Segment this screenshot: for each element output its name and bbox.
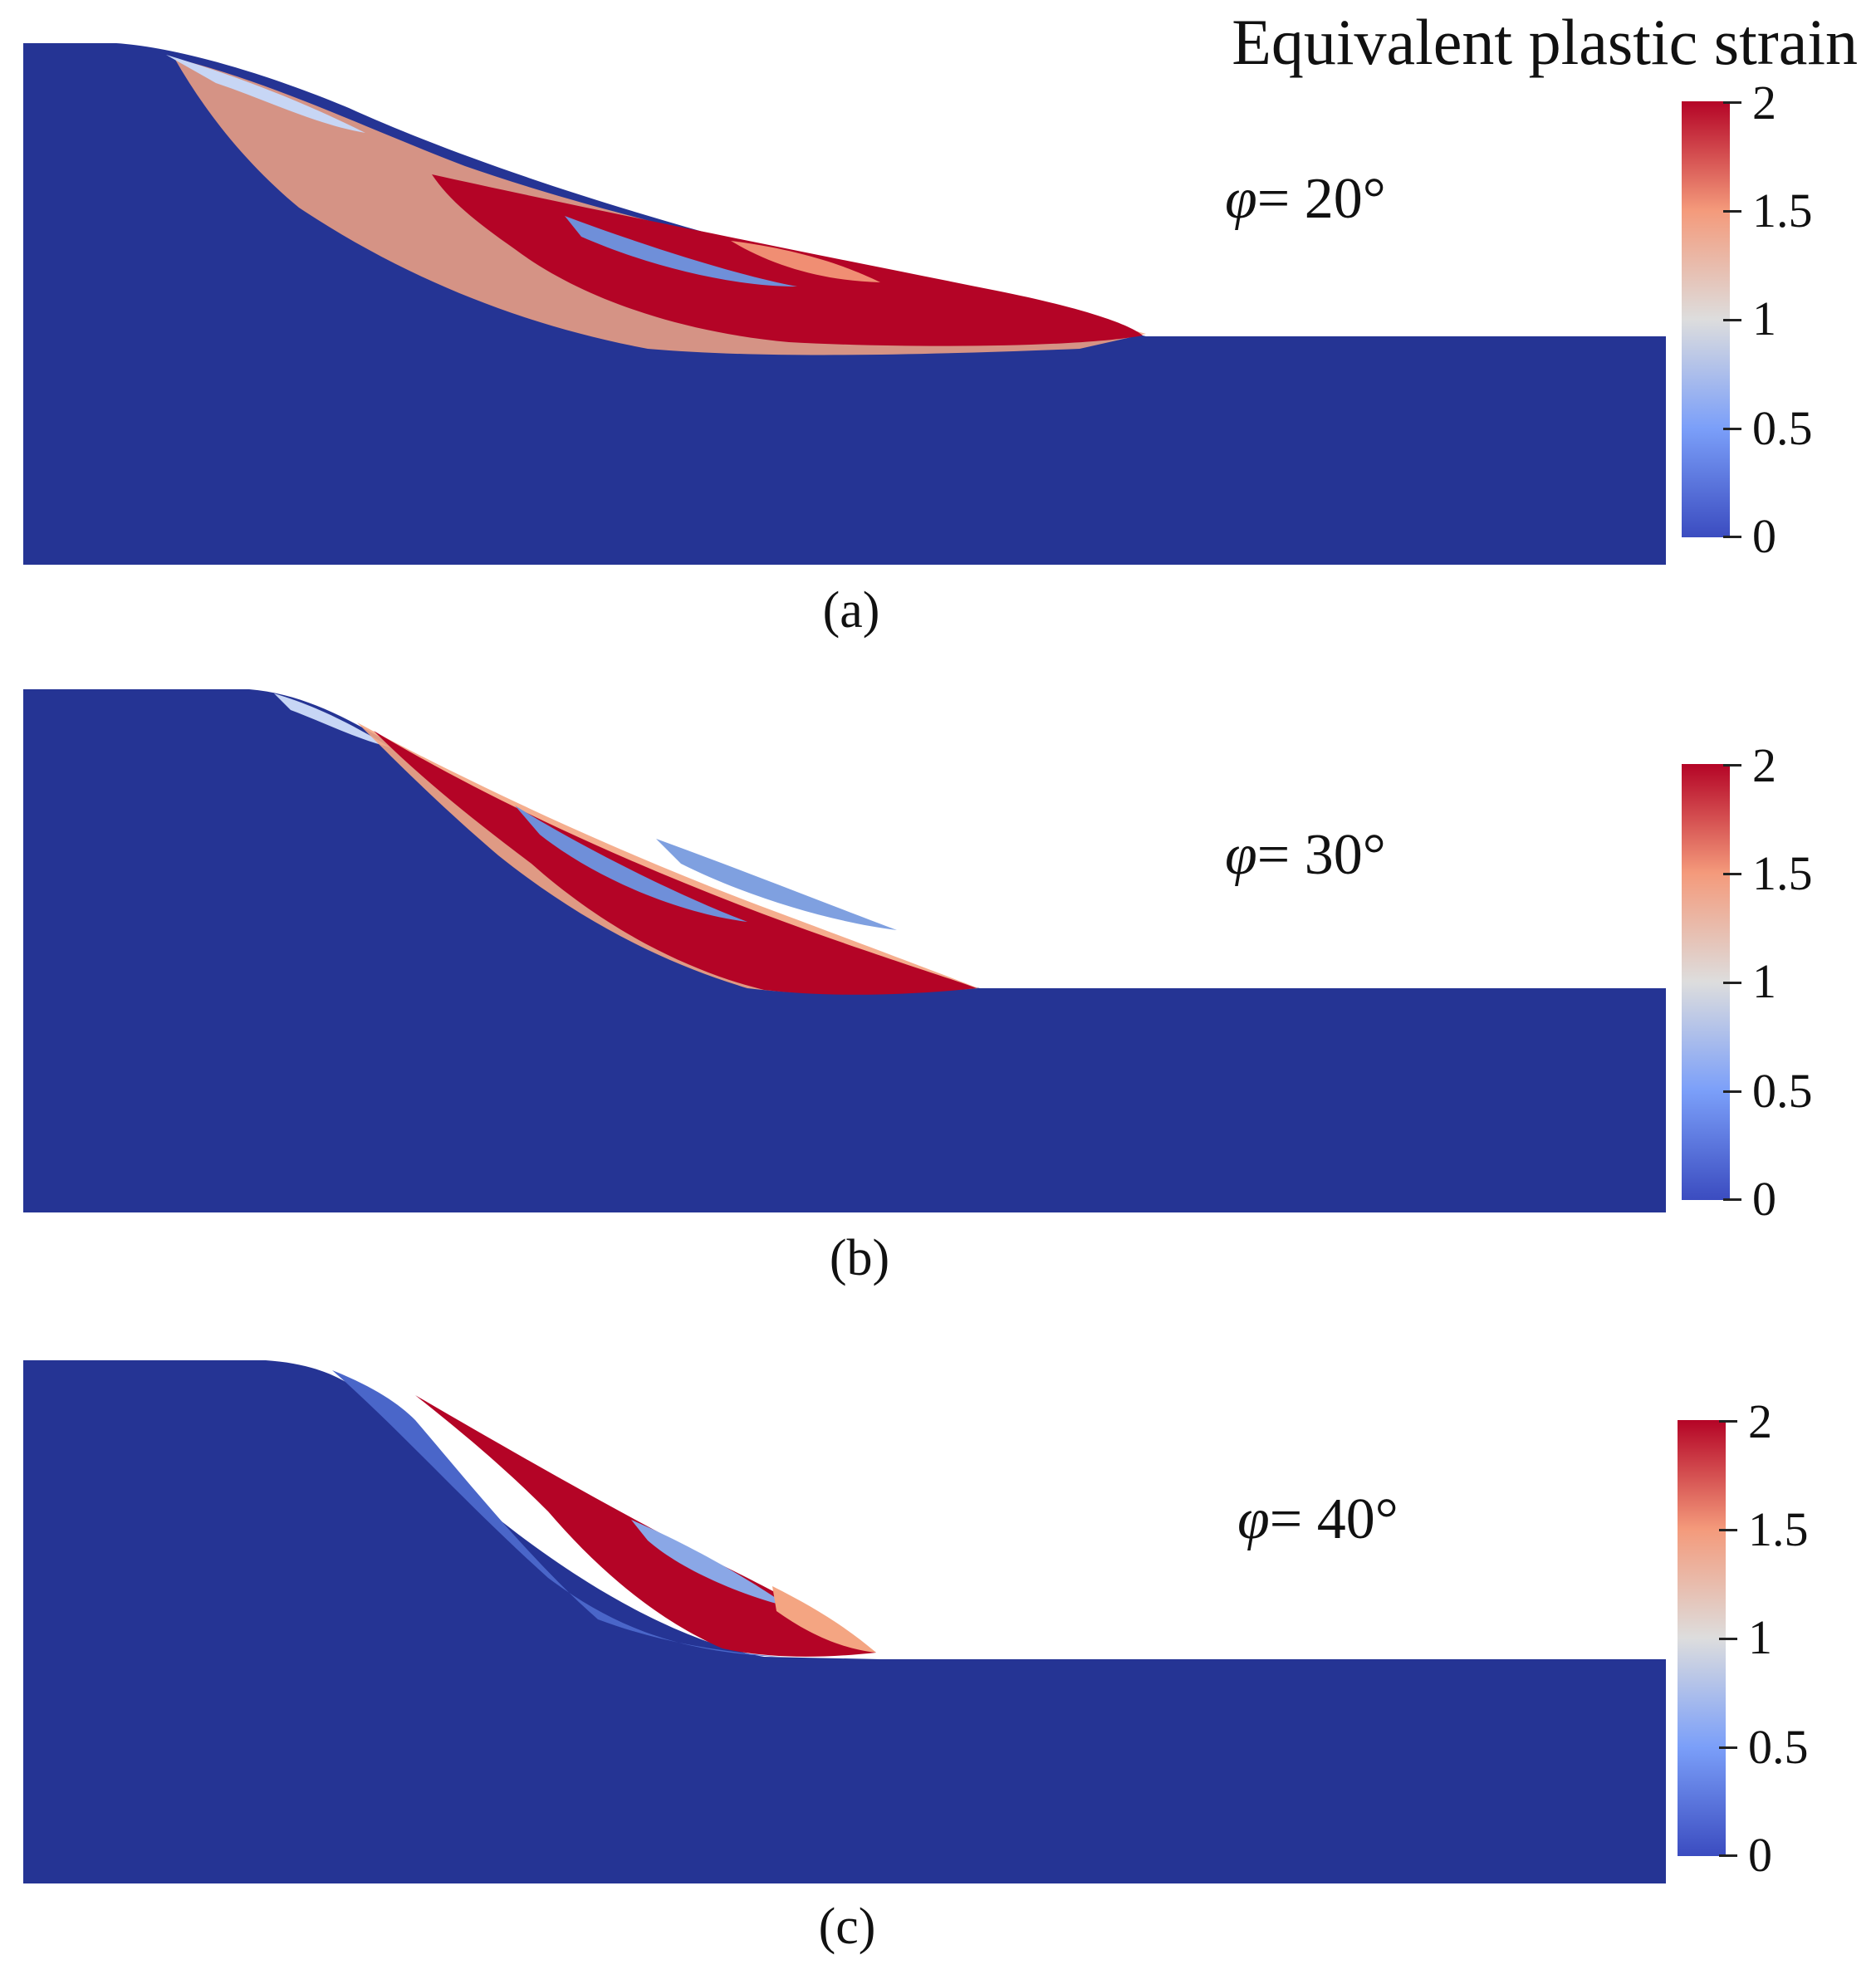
phi-symbol-c: φ — [1237, 1487, 1270, 1551]
cb-c-tick-0.5 — [1719, 1746, 1737, 1749]
cb-c-tick-2 — [1719, 1420, 1737, 1423]
cb-b-tick-1.5 — [1723, 873, 1741, 875]
phi-value-c: = 40° — [1269, 1487, 1398, 1551]
caption-a: (a) — [822, 582, 880, 639]
cb-c-tick-1.5 — [1719, 1529, 1737, 1531]
cb-a-label-1: 1 — [1752, 291, 1776, 345]
colorbar-title: Equivalent plastic strain — [1232, 6, 1858, 78]
cb-b-tick-2 — [1723, 764, 1741, 767]
cb-c-label-1: 1 — [1748, 1610, 1772, 1664]
panel-a-plot — [23, 43, 1666, 565]
cb-c-label-2: 2 — [1748, 1394, 1772, 1448]
cb-b-label-1: 1 — [1752, 954, 1776, 1008]
soil-domain — [23, 689, 1666, 1212]
strain-lens-2 — [656, 839, 897, 930]
cb-a-tick-0.5 — [1723, 428, 1741, 430]
cb-b-tick-0 — [1723, 1198, 1741, 1201]
phi-symbol-b: φ — [1225, 823, 1257, 887]
cb-a-tick-0 — [1723, 536, 1741, 538]
strain-lens — [631, 1520, 789, 1607]
soil-domain — [23, 1360, 1666, 1883]
cb-a-label-2: 2 — [1752, 76, 1776, 130]
panel-b-plot — [23, 689, 1666, 1212]
cb-a-tick-2 — [1723, 101, 1741, 104]
cb-c-label-1.5: 1.5 — [1748, 1502, 1809, 1556]
phi-value-b: = 30° — [1256, 823, 1386, 887]
cb-a-label-0.5: 0.5 — [1752, 401, 1813, 455]
colorbar-b — [1682, 764, 1730, 1200]
strain-band-light — [274, 693, 390, 747]
phi-label-a: φ= 20° — [1225, 166, 1386, 233]
colorbar-c — [1678, 1420, 1726, 1856]
cb-b-label-1.5: 1.5 — [1752, 846, 1813, 900]
panel-c-plot — [23, 1360, 1666, 1883]
cb-c-tick-0 — [1719, 1854, 1737, 1857]
caption-c: (c) — [818, 1898, 876, 1955]
cb-b-label-2: 2 — [1752, 738, 1776, 792]
phi-value-a: = 20° — [1256, 167, 1386, 231]
panel-a: φ= 20° 2 1.5 1 0.5 0 (a) — [0, 0, 1876, 648]
cb-b-label-0: 0 — [1752, 1172, 1776, 1226]
strain-lens-2 — [731, 241, 880, 282]
strain-band-outer — [772, 1586, 876, 1653]
cb-a-label-0: 0 — [1752, 509, 1776, 563]
colorbar-a — [1682, 101, 1730, 537]
phi-label-c: φ= 40° — [1237, 1487, 1398, 1553]
cb-b-tick-1 — [1723, 982, 1741, 984]
cb-c-label-0: 0 — [1748, 1828, 1772, 1882]
cb-b-tick-0.5 — [1723, 1090, 1741, 1093]
cb-b-label-0.5: 0.5 — [1752, 1064, 1813, 1118]
cb-a-label-1.5: 1.5 — [1752, 184, 1813, 238]
panel-b: φ= 30° 2 1.5 1 0.5 0 (b) — [0, 648, 1876, 1312]
cb-c-tick-1 — [1719, 1638, 1737, 1640]
cb-a-tick-1.5 — [1723, 210, 1741, 213]
strain-band-light — [332, 1370, 781, 1657]
caption-b: (b) — [829, 1230, 890, 1286]
strain-core — [374, 731, 977, 995]
strain-band-light — [166, 55, 365, 133]
cb-a-tick-1 — [1723, 319, 1741, 321]
cb-c-label-0.5: 0.5 — [1748, 1720, 1809, 1774]
phi-label-b: φ= 30° — [1225, 822, 1386, 889]
panel-c: φ= 40° 2 1.5 1 0.5 0 (c) — [0, 1312, 1876, 1974]
phi-symbol-a: φ — [1225, 167, 1257, 231]
